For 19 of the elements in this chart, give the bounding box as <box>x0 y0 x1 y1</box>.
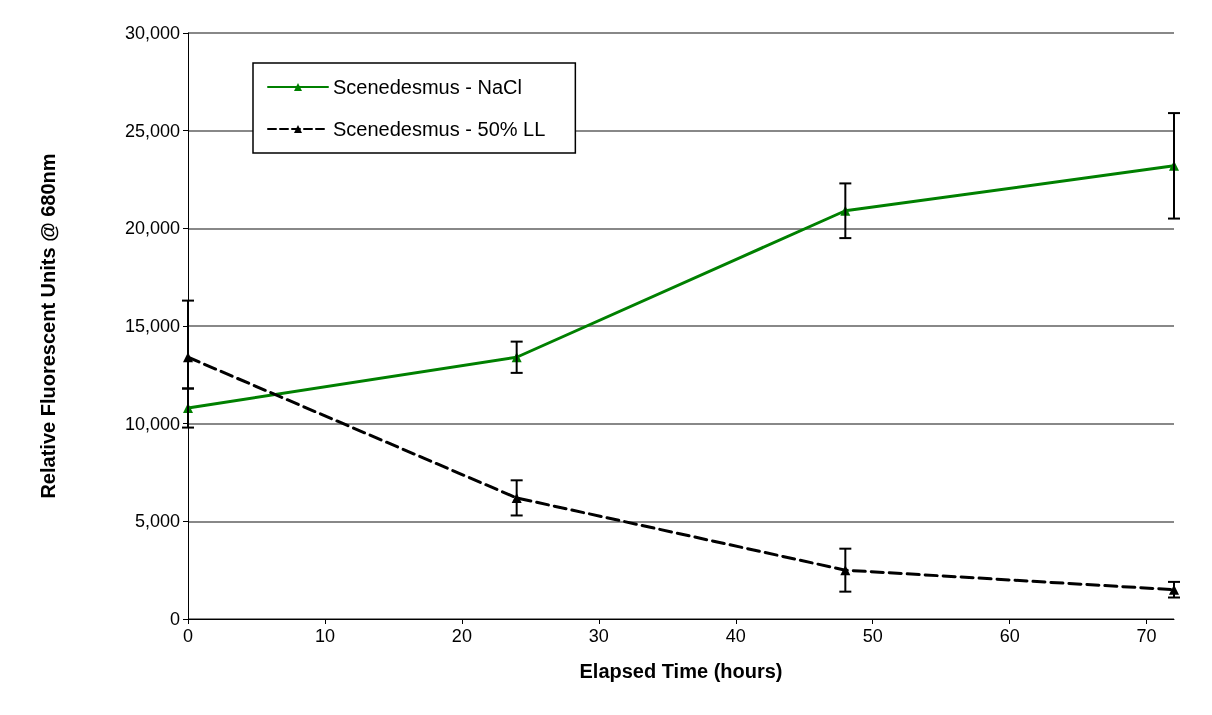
legend-label: Scenedesmus - 50% LL <box>333 118 546 140</box>
legend-label: Scenedesmus - NaCl <box>333 76 522 98</box>
y-tick-label: 25,000 <box>124 120 180 141</box>
y-axis-title: Relative Fluorescent Units @ 680nm <box>37 153 59 499</box>
y-tick-label: 5,000 <box>134 511 180 532</box>
x-axis-title: Elapsed Time (hours) <box>579 660 783 682</box>
x-tick-label: 10 <box>314 626 335 646</box>
x-tick-label: 20 <box>451 626 472 646</box>
y-tick-label: 20,000 <box>124 218 180 239</box>
y-tick-label: 15,000 <box>124 316 180 336</box>
y-tick-label: 0 <box>169 609 180 629</box>
x-tick-label: 0 <box>182 626 194 646</box>
x-tick-label: 70 <box>1136 626 1157 646</box>
y-tick-label: 10,000 <box>124 413 180 434</box>
x-tick-label: 50 <box>862 626 883 646</box>
y-tick-label: 30,000 <box>124 23 180 43</box>
x-tick-label: 30 <box>588 626 609 646</box>
x-tick-label: 60 <box>999 626 1020 646</box>
x-tick-label: 40 <box>725 626 746 646</box>
